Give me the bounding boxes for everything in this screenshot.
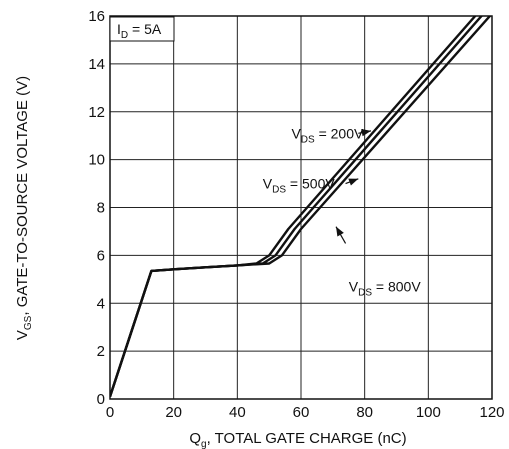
x-tick-label: 100	[416, 404, 441, 421]
x-axis-title-main: Q	[189, 430, 201, 447]
condition-label-sub: D	[121, 30, 128, 41]
annotation-1: VDS = 200V	[291, 125, 372, 145]
annotation-arrowhead	[336, 226, 344, 237]
annotation-label-main: V	[263, 176, 273, 192]
x-tick-label: 0	[106, 404, 114, 421]
annotation-label-rest: = 200V	[315, 125, 364, 141]
y-tick-label: 2	[97, 343, 105, 360]
series-line-3	[110, 16, 492, 397]
condition-box-frame	[109, 16, 175, 42]
y-tick-label: 16	[88, 8, 105, 25]
y-axis-title: VGS, GATE-TO-SOURCE VOLTAGE (V)	[14, 76, 34, 340]
y-tick-label: 6	[97, 247, 105, 264]
annotation-label-sub: DS	[272, 185, 286, 196]
y-tick-label: 4	[97, 295, 105, 312]
x-tick-label: 20	[165, 404, 182, 421]
x-tick-label: 80	[356, 404, 373, 421]
y-tick-label: 10	[88, 152, 105, 169]
x-axis-title-sub: g	[201, 439, 207, 449]
x-tick-label: 40	[229, 404, 246, 421]
x-tick-label: 60	[293, 404, 310, 421]
y-axis-title-rest: , GATE-TO-SOURCE VOLTAGE (V)	[14, 76, 31, 316]
x-axis-title-rest: , TOTAL GATE CHARGE (nC)	[207, 430, 407, 447]
tick-labels: 0 20 40 60 80 100 120 0 2 4 6 8 10 12 14 16	[88, 8, 504, 421]
y-tick-label: 12	[88, 104, 105, 121]
annotation-label-main: V	[291, 125, 301, 141]
series-group	[110, 16, 492, 397]
condition-label-rest: = 5A	[128, 21, 162, 37]
annotation-label: VDS = 800V	[349, 278, 422, 298]
grid	[110, 16, 492, 399]
y-tick-label: 8	[97, 200, 105, 217]
annotation-2: VDS = 500V	[263, 176, 359, 196]
annotation-label-main: V	[349, 278, 359, 294]
y-tick-label: 0	[97, 391, 105, 408]
x-axis-title: Qg, TOTAL GATE CHARGE (nC)	[189, 430, 406, 449]
annotation-label-rest: = 800V	[372, 278, 421, 294]
annotation-arrowhead	[361, 128, 372, 137]
annotation-label-rest: = 500V	[286, 176, 335, 192]
plot-frame	[109, 15, 493, 400]
condition-label: ID = 5A	[117, 21, 162, 41]
x-tick-label: 120	[479, 404, 504, 421]
annotation-label: VDS = 500V	[263, 176, 336, 196]
annotation-label-sub: DS	[358, 287, 372, 298]
condition-box: ID = 5A	[109, 16, 175, 42]
annotation-label-sub: DS	[301, 134, 315, 145]
annotation-3: VDS = 800V	[335, 226, 422, 298]
y-axis-title-sub: GS	[23, 315, 34, 330]
condition-label-main: I	[117, 21, 121, 37]
annotation-arrowhead	[348, 178, 359, 186]
annotation-label: VDS = 200V	[291, 125, 364, 145]
y-tick-label: 14	[88, 56, 105, 73]
y-axis-title-main: V	[14, 330, 31, 340]
